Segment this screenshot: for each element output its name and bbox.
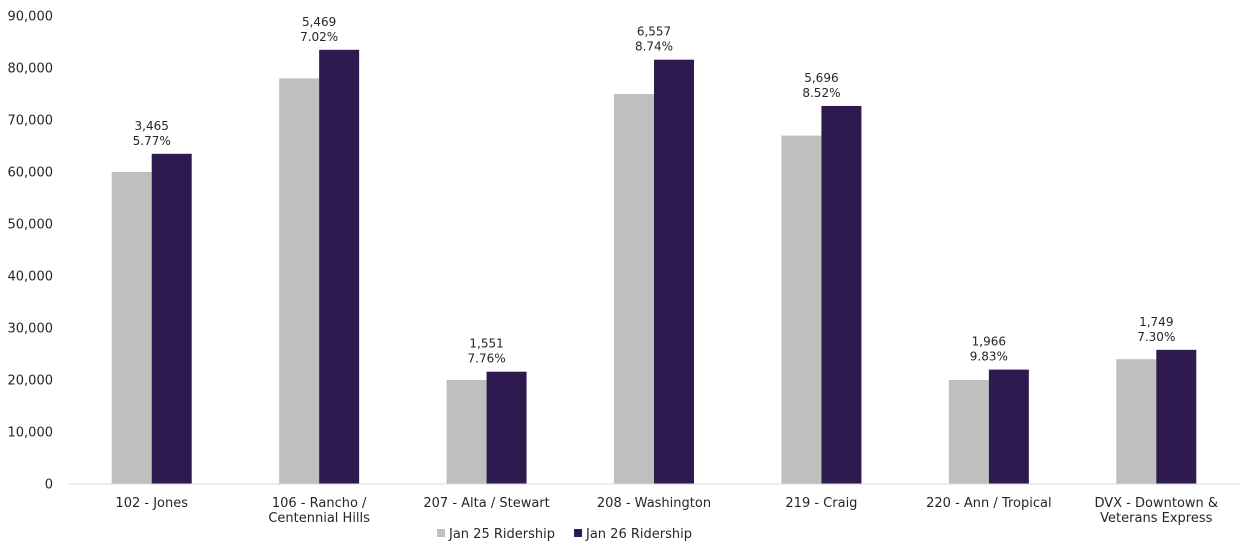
data-label-percent: 9.83% bbox=[970, 350, 1008, 364]
data-label-change: 3,465 bbox=[135, 119, 169, 133]
data-label-change: 5,469 bbox=[302, 15, 336, 29]
data-label-percent: 7.76% bbox=[468, 352, 506, 366]
bar-jan26 bbox=[319, 49, 360, 485]
y-tick-label: 10,000 bbox=[8, 426, 54, 441]
x-category-label: 219 - Craig bbox=[785, 496, 857, 511]
x-category-label: DVX - Downtown & bbox=[1094, 496, 1218, 511]
data-label-percent: 7.02% bbox=[300, 30, 338, 44]
legend-label: Jan 26 Ridership bbox=[585, 527, 692, 542]
bar-jan25 bbox=[1116, 359, 1157, 484]
data-label-percent: 7.30% bbox=[1137, 330, 1175, 344]
bar-jan25 bbox=[781, 135, 822, 484]
bar-jan25 bbox=[279, 78, 320, 485]
x-category-label: 207 - Alta / Stewart bbox=[423, 496, 549, 511]
data-label-percent: 8.52% bbox=[802, 86, 840, 100]
x-category-label: 220 - Ann / Tropical bbox=[926, 496, 1051, 511]
bar-jan26 bbox=[654, 59, 694, 485]
x-category-label: 106 - Rancho / bbox=[272, 496, 367, 511]
data-label-change: 5,696 bbox=[804, 71, 838, 85]
bar-jan26 bbox=[821, 105, 862, 485]
y-tick-label: 80,000 bbox=[8, 62, 54, 77]
y-axis: 0 10,000 20,000 30,000 40,000 50,000 60,000 70,… bbox=[8, 10, 54, 493]
y-tick-label: 90,000 bbox=[8, 10, 54, 25]
data-label-change: 6,557 bbox=[637, 25, 671, 39]
bar-jan25 bbox=[111, 172, 152, 484]
legend-swatch bbox=[437, 529, 445, 537]
bars bbox=[111, 49, 1197, 485]
legend-label: Jan 25 Ridership bbox=[448, 527, 555, 542]
data-label-change: 1,749 bbox=[1139, 315, 1173, 329]
legend: Jan 25 Ridership Jan 26 Ridership bbox=[437, 527, 692, 542]
y-tick-label: 20,000 bbox=[8, 374, 54, 389]
y-tick-label: 60,000 bbox=[8, 166, 54, 181]
x-category-label: Veterans Express bbox=[1100, 511, 1212, 526]
bar-jan26 bbox=[1156, 349, 1197, 484]
y-tick-label: 50,000 bbox=[8, 218, 54, 233]
x-category-label: Centennial Hills bbox=[268, 511, 370, 526]
bar-jan25 bbox=[948, 380, 989, 484]
legend-swatch bbox=[574, 529, 582, 537]
y-tick-label: 70,000 bbox=[8, 114, 54, 129]
bar-jan25 bbox=[614, 94, 654, 484]
x-category-label: 102 - Jones bbox=[115, 496, 188, 511]
data-label-change: 1,551 bbox=[469, 337, 503, 351]
y-tick-label: 40,000 bbox=[8, 270, 54, 285]
data-label-change: 1,966 bbox=[972, 335, 1006, 349]
data-label-percent: 8.74% bbox=[635, 40, 673, 54]
data-label-percent: 5.77% bbox=[133, 134, 171, 148]
x-category-label: 208 - Washington bbox=[597, 496, 711, 511]
x-axis: 102 - Jones 106 - Rancho /Centennial Hill… bbox=[115, 496, 1218, 526]
bar-jan26 bbox=[151, 153, 192, 485]
y-tick-label: 0 bbox=[45, 478, 53, 493]
bar-jan26 bbox=[988, 369, 1029, 484]
bar-jan25 bbox=[446, 380, 487, 484]
y-tick-label: 30,000 bbox=[8, 322, 54, 337]
bar-jan26 bbox=[486, 371, 527, 484]
